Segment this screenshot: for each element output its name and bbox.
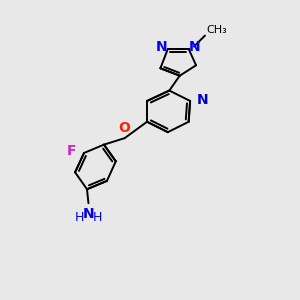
- Text: CH₃: CH₃: [206, 25, 227, 35]
- Text: O: O: [118, 121, 130, 134]
- Text: N: N: [155, 40, 167, 55]
- Text: N: N: [83, 207, 94, 221]
- Text: N: N: [189, 40, 200, 55]
- Text: H: H: [93, 211, 102, 224]
- Text: F: F: [67, 144, 76, 158]
- Text: H: H: [75, 211, 84, 224]
- Text: N: N: [197, 93, 208, 107]
